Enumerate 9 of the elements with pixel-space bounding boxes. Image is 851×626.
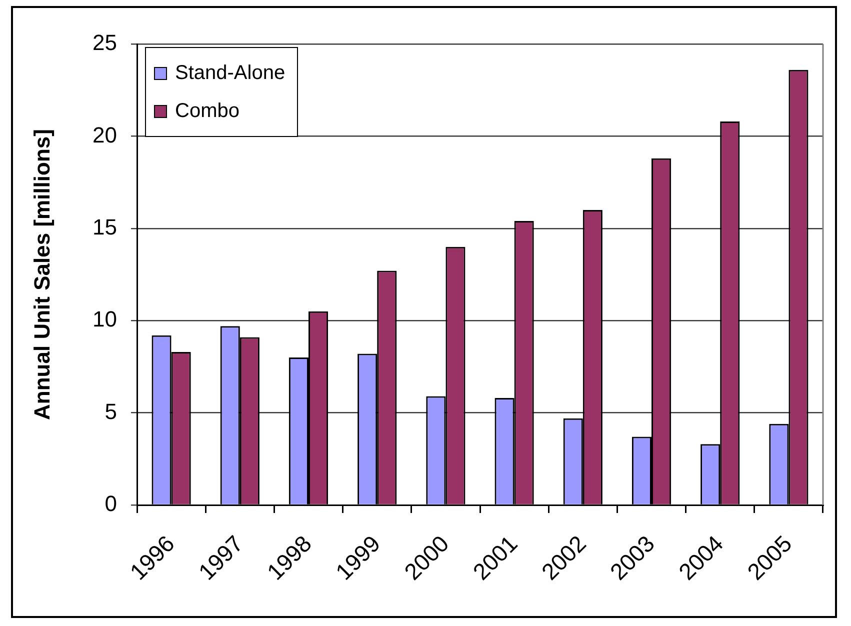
y-tick-label: 0 bbox=[104, 491, 117, 516]
y-axis-title: Annual Unit Sales [millions] bbox=[29, 129, 54, 420]
y-tick-label: 20 bbox=[92, 122, 117, 148]
y-tick-label: 15 bbox=[92, 214, 117, 240]
y-tick-label: 5 bbox=[104, 398, 117, 424]
y-tick-label: 25 bbox=[92, 30, 117, 56]
legend-label: Stand-Alone bbox=[175, 62, 286, 84]
y-tick-label: 10 bbox=[92, 306, 117, 332]
legend-label: Combo bbox=[175, 100, 240, 122]
